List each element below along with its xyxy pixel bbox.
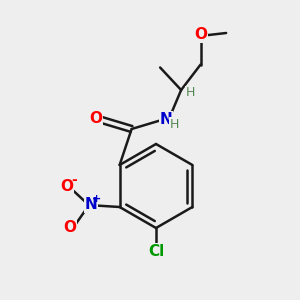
Text: H: H (185, 86, 195, 100)
Text: Cl: Cl (148, 244, 164, 259)
Text: H: H (169, 118, 179, 131)
Text: O: O (64, 220, 76, 236)
Text: -: - (71, 173, 77, 187)
Text: N: N (85, 197, 98, 212)
Text: +: + (92, 194, 101, 204)
Text: O: O (60, 179, 73, 194)
Text: O: O (194, 27, 207, 42)
Text: O: O (90, 111, 103, 126)
Text: N: N (160, 112, 172, 127)
